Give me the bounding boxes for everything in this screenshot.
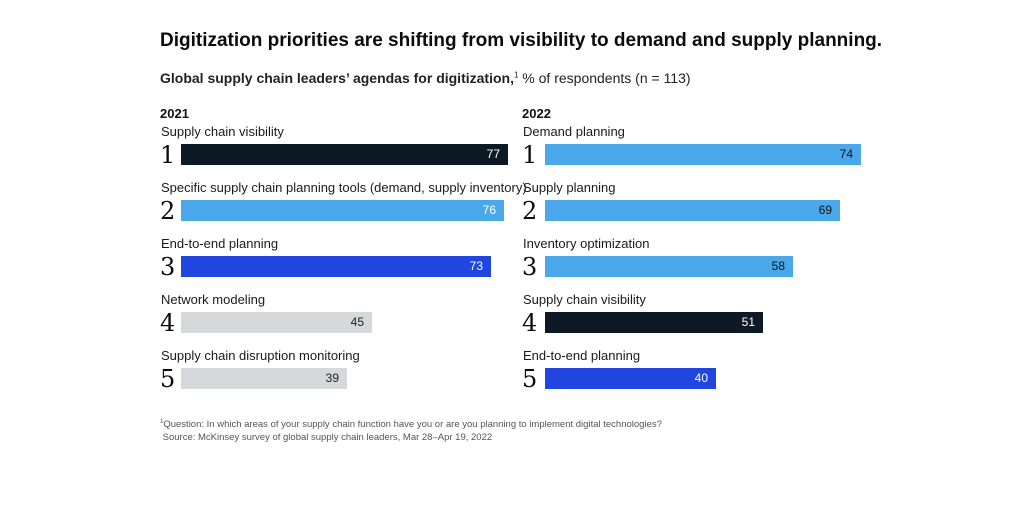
chart-subtitle: Global supply chain leaders’ agendas for… [160,70,691,86]
rank-number-2021-3: 3 [160,253,176,281]
value-label-2021-2: 76 [482,203,496,217]
bar-2021-4-network-modeling [181,312,372,333]
category-label-2022-5: End-to-end planning [523,348,641,363]
category-label-2021-4: Network modeling [161,292,266,307]
category-label-2022-1: Demand planning [523,124,625,139]
category-label-2021-5: Supply chain disruption monitoring [161,348,360,363]
subtitle-rest: % of respondents (n = 113) [518,70,691,86]
rank-number-2021-4: 4 [160,309,176,337]
value-label-2021-5: 39 [325,371,339,385]
category-label-2021-3: End-to-end planning [161,236,279,251]
chart-title: Digitization priorities are shifting fro… [160,30,883,51]
bar-2022-4-supply-chain-visibility [545,312,763,333]
rank-number-2022-1: 1 [522,141,538,169]
rank-number-2021-1: 1 [160,141,176,169]
value-label-2022-5: 40 [694,371,708,385]
rank-number-2021-2: 2 [160,197,176,225]
subtitle-bold: Global supply chain leaders’ agendas for… [160,70,514,86]
footnote-question: 1Question: In which areas of your supply… [160,416,662,431]
footnote-source: Source: McKinsey survey of global supply… [160,431,662,444]
bar-2022-2-supply-planning [545,200,840,221]
year-heading-2021: 2021 [160,106,189,121]
value-label-2022-1: 74 [839,147,853,161]
category-label-2022-3: Inventory optimization [523,236,650,251]
year-heading-2022: 2022 [522,106,551,121]
category-label-2021-1: Supply chain visibility [161,124,284,139]
footnote: 1Question: In which areas of your supply… [160,416,662,444]
rank-number-2022-2: 2 [522,197,538,225]
rank-number-2022-5: 5 [522,365,538,393]
value-label-2022-4: 51 [741,315,755,329]
value-label-2021-4: 45 [350,315,364,329]
subtitle-footnote-marker: 1 [513,70,519,80]
bar-2021-3-end-to-end-planning [181,256,491,277]
value-label-2021-3: 73 [469,259,483,273]
value-label-2021-1: 77 [486,147,500,161]
rank-number-2021-5: 5 [160,365,176,393]
value-label-2022-3: 58 [771,259,785,273]
footnote-marker: 1 [160,419,164,425]
value-label-2022-2: 69 [818,203,832,217]
bar-2022-5-end-to-end-planning [545,368,716,389]
footnote-question-text: Question: In which areas of your supply … [163,419,662,431]
rank-number-2022-3: 3 [522,253,538,281]
bar-2021-5-supply-chain-disruption-monitoring [181,368,347,389]
bar-2022-3-inventory-optimization [545,256,793,277]
bar-2021-2-specific-supply-chain-planning-tools-demand-supply-inventory [181,200,504,221]
bar-2021-1-supply-chain-visibility [181,144,508,165]
category-label-2021-2: Specific supply chain planning tools (de… [161,180,527,195]
category-label-2022-4: Supply chain visibility [523,292,646,307]
bar-2022-1-demand-planning [545,144,861,165]
rank-number-2022-4: 4 [522,309,538,337]
footnote-source-text: Source: McKinsey survey of global supply… [162,432,493,444]
category-label-2022-2: Supply planning [523,180,616,195]
